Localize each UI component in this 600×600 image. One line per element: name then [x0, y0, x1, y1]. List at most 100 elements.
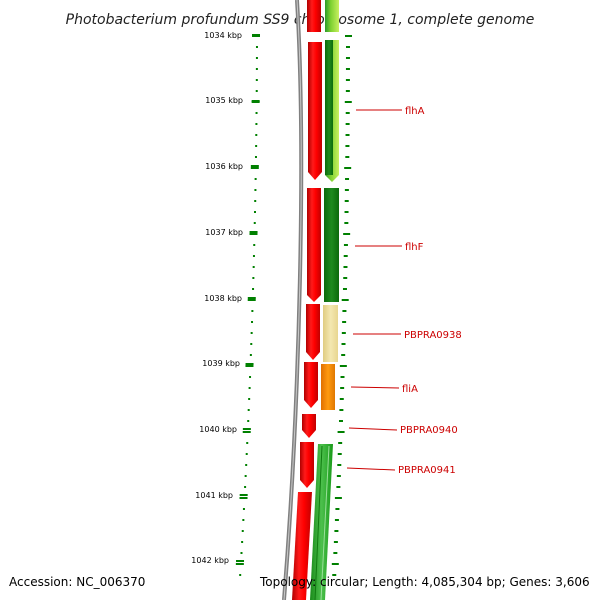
scale-dot [247, 409, 250, 411]
scale-dot [240, 552, 243, 554]
right-minor-tick [337, 453, 342, 455]
gene-flhF[interactable] [324, 188, 339, 302]
scale-dot [251, 310, 254, 312]
scale-dot [252, 266, 255, 268]
right-minor-tick [334, 530, 339, 532]
scale-major-tick [245, 365, 254, 367]
scale-dot [241, 541, 244, 543]
gene-track [310, 0, 339, 600]
kbp-label: 1036 kbp [205, 162, 243, 171]
cds-feature[interactable] [304, 362, 318, 408]
right-minor-tick [338, 420, 343, 422]
scale-dot [242, 519, 245, 521]
right-minor-tick [345, 134, 350, 136]
right-major-tick [339, 365, 347, 367]
accession-text: Accession: NC_006370 [9, 575, 145, 589]
scale-dot [254, 156, 257, 158]
right-ticks [331, 35, 352, 576]
scale-dot [242, 508, 245, 510]
right-minor-tick [345, 46, 350, 48]
scale-dot [255, 79, 258, 81]
scale-major-tick [252, 34, 261, 36]
scale-dot [252, 255, 255, 257]
scale-dot [250, 332, 253, 334]
right-minor-tick [344, 200, 349, 202]
right-minor-tick [341, 354, 346, 356]
scale-dot [252, 277, 255, 279]
right-minor-tick [340, 376, 345, 378]
scale-dot [249, 354, 252, 356]
kbp-label: 1037 kbp [205, 228, 243, 237]
kbp-label: 1035 kbp [205, 96, 243, 105]
kbp-label: 1039 kbp [202, 359, 240, 368]
scale-dot [245, 464, 248, 466]
kbp-label: 1041 kbp [195, 491, 233, 500]
scale-dot [252, 288, 255, 290]
right-minor-tick [345, 156, 350, 158]
right-minor-tick [345, 112, 350, 114]
scale-major-tick [235, 563, 244, 565]
cds-feature[interactable] [300, 442, 314, 488]
cds-feature[interactable] [306, 304, 320, 360]
gene-fliA[interactable] [321, 364, 335, 410]
right-minor-tick [345, 57, 350, 59]
right-minor-tick [333, 541, 338, 543]
cds-feature[interactable] [302, 414, 316, 438]
scale-dot [251, 321, 254, 323]
scale-dot [248, 398, 251, 400]
scale-dot [255, 90, 258, 92]
scale-dot [250, 343, 253, 345]
gene-flhA-shade [325, 40, 333, 175]
right-major-tick [344, 167, 352, 169]
gene-PBPRA0938[interactable] [323, 305, 338, 362]
right-minor-tick [344, 189, 349, 191]
scale-major-tick [247, 299, 256, 301]
scale-dot [246, 442, 249, 444]
gene-label-PBPRA0938[interactable]: PBPRA0938 [404, 330, 462, 341]
gene-label-flhA[interactable]: flhA [405, 106, 425, 117]
gene-label-PBPRA0940[interactable]: PBPRA0940 [400, 425, 458, 436]
scale-major-tick [250, 165, 259, 167]
scale-major-tick [239, 494, 248, 496]
scale-dot [255, 68, 258, 70]
right-minor-tick [342, 288, 347, 290]
scale-dot [255, 134, 258, 136]
scale-dot [255, 112, 258, 114]
scale-dot [248, 387, 251, 389]
right-major-tick [341, 299, 349, 301]
right-minor-tick [341, 343, 346, 345]
right-minor-tick [341, 332, 346, 334]
right-major-tick [345, 35, 352, 37]
gene-label-flhF[interactable]: flhF [405, 242, 424, 253]
right-minor-tick [345, 145, 350, 147]
right-major-tick [337, 431, 345, 433]
scale-dot [249, 376, 252, 378]
gene-label-fliA[interactable]: fliA [402, 384, 418, 395]
backbone-highlight [283, 0, 302, 600]
cds-feature[interactable] [292, 492, 312, 600]
right-minor-tick [345, 123, 350, 125]
right-minor-tick [345, 68, 350, 70]
scale-major-tick [242, 431, 251, 433]
cds-feature[interactable] [308, 42, 322, 180]
right-minor-tick [345, 79, 350, 81]
right-minor-tick [337, 464, 342, 466]
right-minor-tick [340, 387, 345, 389]
scale-dot [253, 222, 256, 224]
right-major-tick [344, 101, 352, 103]
scale-dot [244, 486, 247, 488]
right-minor-tick [343, 255, 348, 257]
right-minor-tick [339, 409, 344, 411]
kbp-label: 1040 kbp [199, 425, 237, 434]
scale-dot [254, 178, 257, 180]
right-minor-tick [343, 277, 348, 279]
forward-strand-track [292, 0, 322, 600]
scale-major-tick [249, 231, 258, 233]
gene-leaders [346, 109, 402, 471]
scale-dot [253, 211, 256, 213]
right-minor-tick [338, 442, 343, 444]
right-minor-tick [344, 211, 349, 213]
cds-feature[interactable] [307, 188, 321, 302]
gene-label-PBPRA0941[interactable]: PBPRA0941 [398, 465, 456, 476]
